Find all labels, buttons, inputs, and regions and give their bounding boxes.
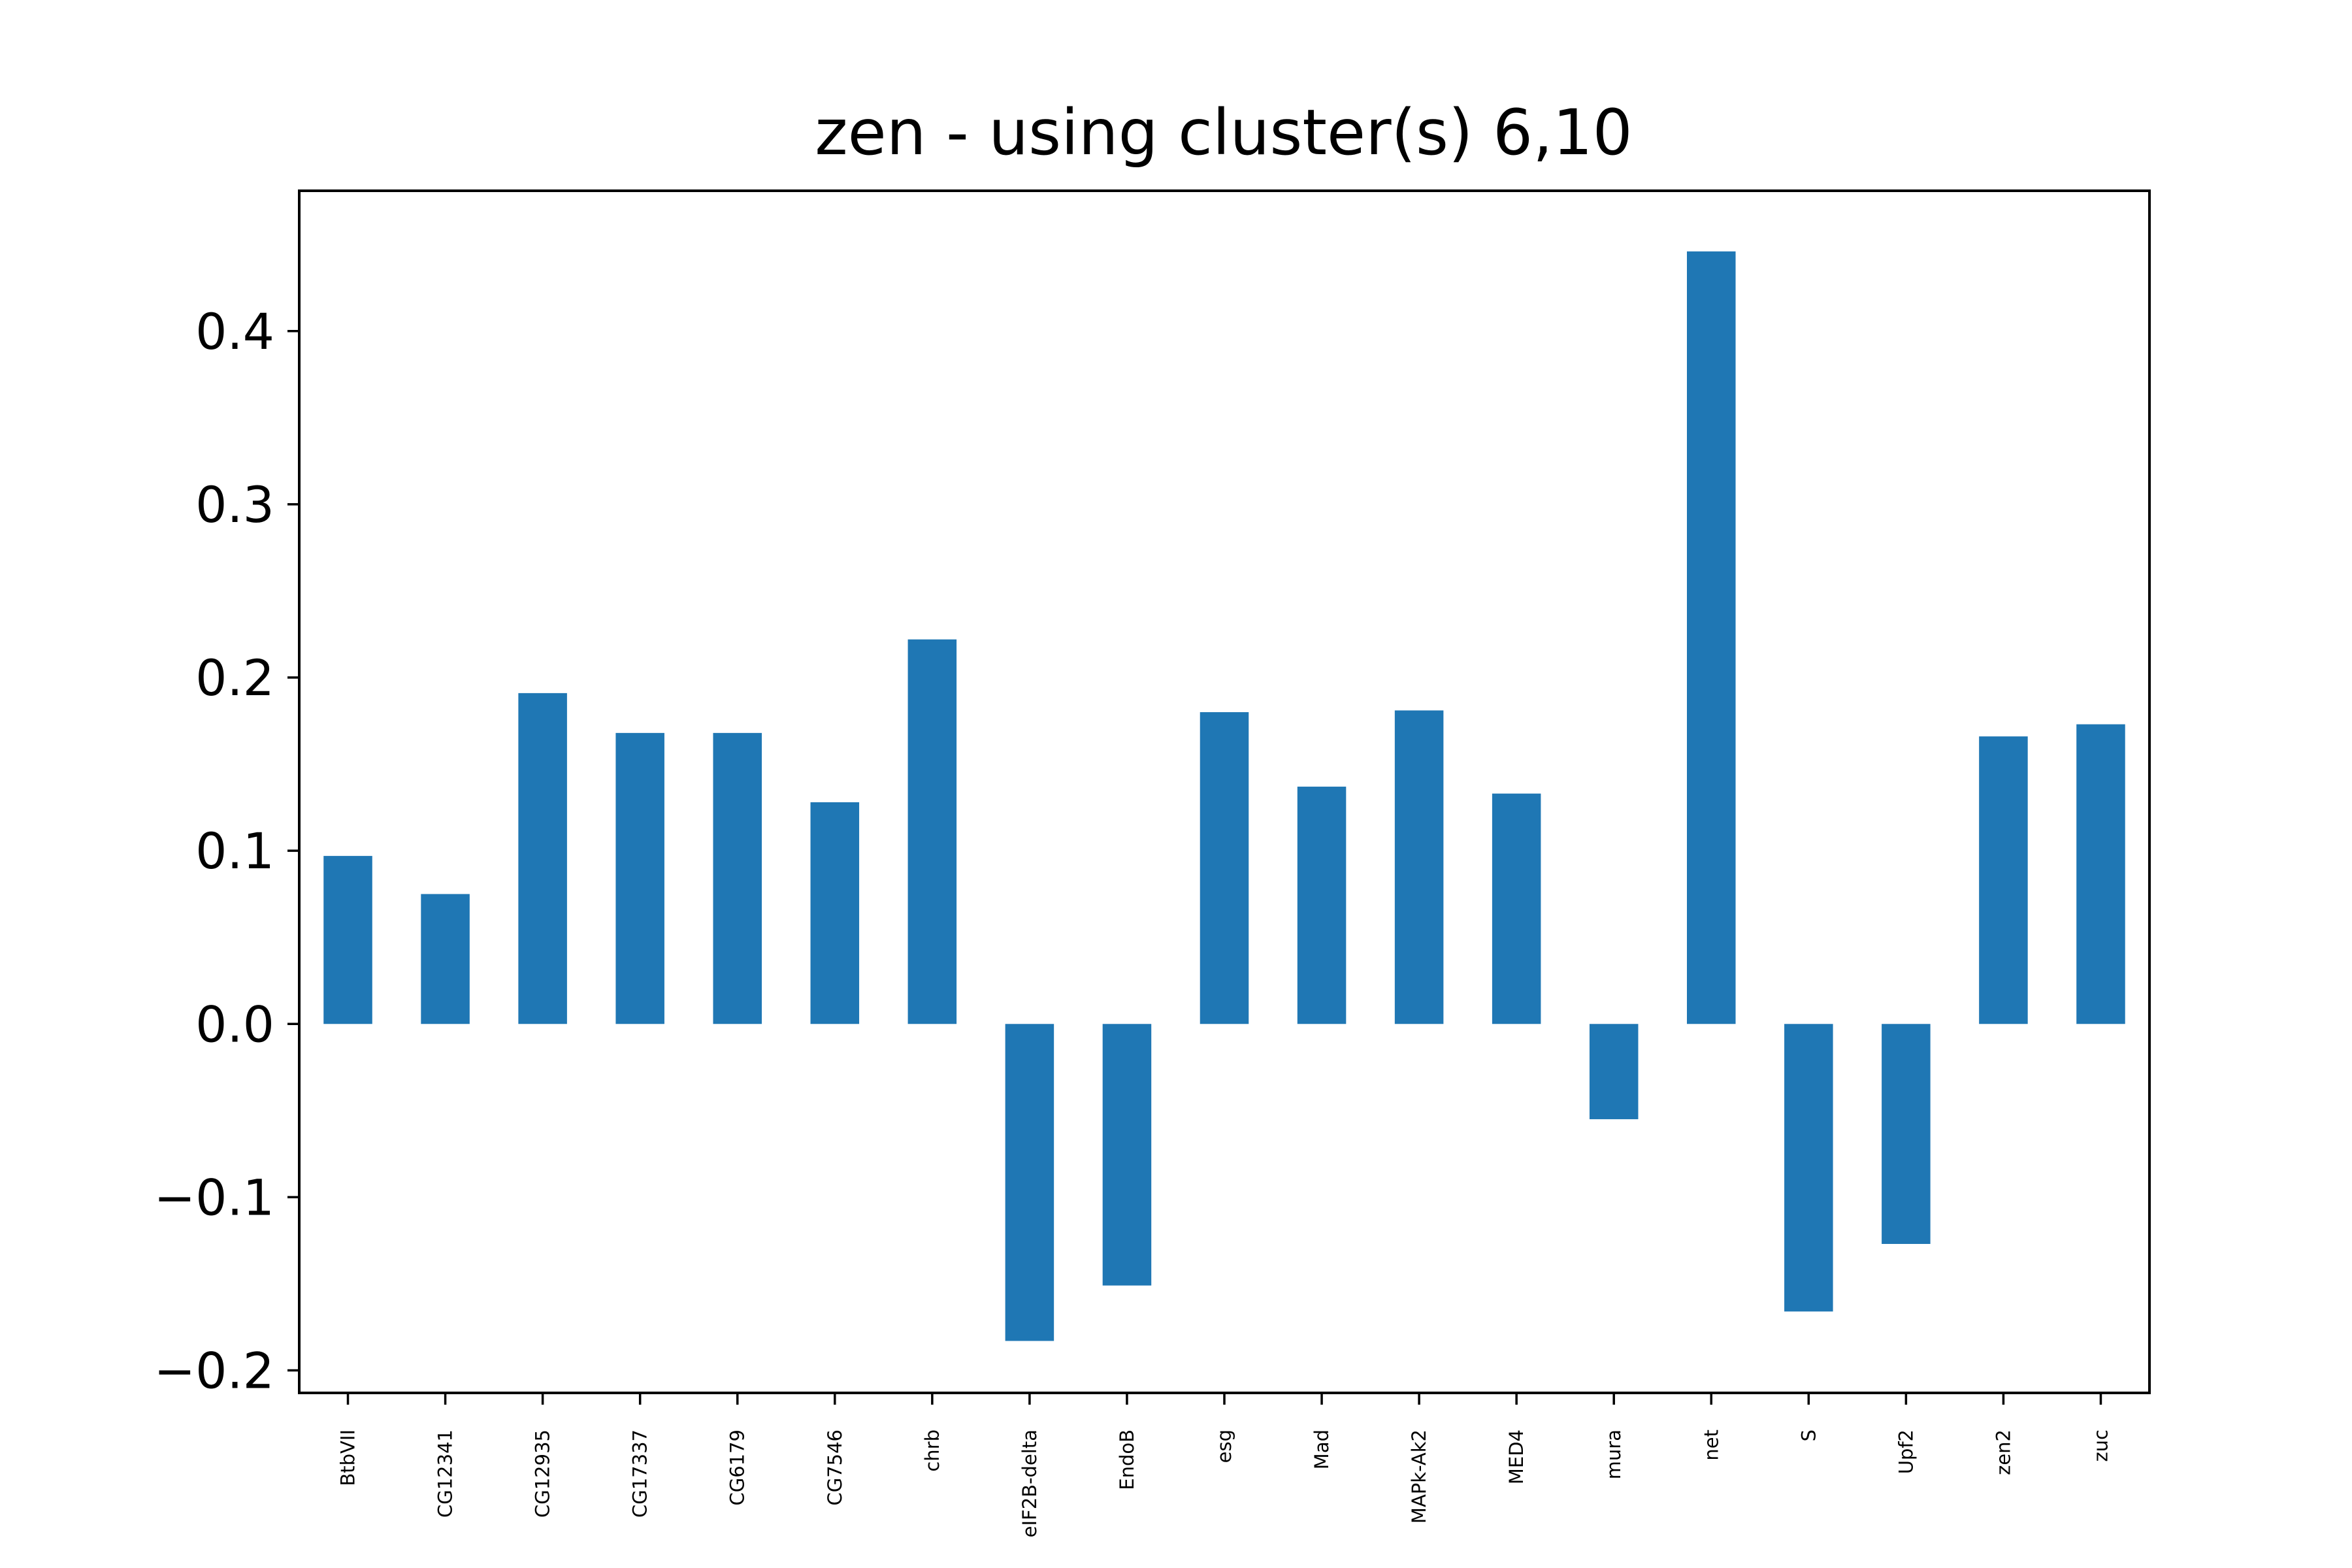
x-tick-label: zen2 — [1992, 1429, 2014, 1475]
y-tick-label: 0.0 — [195, 995, 274, 1053]
bar-mura — [1589, 1024, 1639, 1120]
x-tick-label: mura — [1603, 1429, 1625, 1479]
bar-MED4 — [1492, 793, 1541, 1024]
bar-net — [1687, 251, 1736, 1024]
y-tick-label: 0.2 — [195, 649, 274, 707]
chart-title: zen - using cluster(s) 6,10 — [815, 96, 1632, 169]
x-tick-label: net — [1700, 1429, 1722, 1461]
plot-area-frame — [298, 189, 2151, 1394]
bar-CG7546 — [810, 802, 860, 1024]
bar-BtbVII — [323, 856, 372, 1024]
x-tick-label: esg — [1213, 1429, 1235, 1463]
bar-CG17337 — [615, 732, 664, 1024]
y-tick-label: −0.1 — [154, 1168, 274, 1226]
y-tick-label: 0.4 — [195, 302, 274, 361]
x-tick-label: BtbVII — [337, 1429, 359, 1486]
bar-CG12935 — [518, 693, 567, 1024]
bar-eIF2B-delta — [1005, 1024, 1054, 1341]
bar-Mad — [1297, 787, 1347, 1024]
bar-CG12341 — [421, 894, 470, 1024]
x-tick-label: CG6179 — [727, 1429, 749, 1506]
y-tick-label: 0.1 — [195, 822, 274, 880]
x-tick-label: Upf2 — [1895, 1429, 1917, 1474]
bar-EndoB — [1102, 1024, 1152, 1286]
x-tick-label: CG17337 — [629, 1429, 651, 1518]
x-tick-label: MAPk-Ak2 — [1408, 1429, 1430, 1524]
x-tick-label: CG7546 — [824, 1429, 846, 1506]
y-tick-label: −0.2 — [154, 1342, 274, 1400]
bar-zen2 — [1979, 736, 2028, 1024]
x-tick-label: CG12935 — [532, 1429, 554, 1518]
bar-chrb — [907, 639, 957, 1024]
x-tick-label: zuc — [2089, 1429, 2112, 1462]
bar-Upf2 — [1882, 1024, 1931, 1244]
x-tick-label: EndoB — [1116, 1429, 1138, 1490]
y-tick-label: 0.3 — [195, 476, 274, 534]
x-tick-label: MED4 — [1505, 1429, 1527, 1484]
bar-MAPk-Ak2 — [1394, 710, 1444, 1024]
x-tick-label: Mad — [1311, 1429, 1333, 1469]
x-axis-ticks: BtbVII CG12341 CG12935 CG17337 CG6179 CG7546 c… — [337, 1393, 2112, 1537]
y-axis-ticks: −0.2 −0.1 0.0 0.1 0.2 0.3 0.4 — [154, 302, 299, 1400]
bar-esg — [1200, 712, 1249, 1024]
x-tick-label: S — [1797, 1429, 1820, 1441]
bars-layer — [323, 251, 2125, 1341]
x-tick-label: CG12341 — [434, 1429, 457, 1518]
x-tick-label: chrb — [921, 1429, 943, 1472]
bar-CG6179 — [713, 732, 762, 1024]
x-tick-label: eIF2B-delta — [1019, 1429, 1041, 1537]
bar-zuc — [2076, 724, 2125, 1024]
bar-S — [1784, 1024, 1833, 1312]
